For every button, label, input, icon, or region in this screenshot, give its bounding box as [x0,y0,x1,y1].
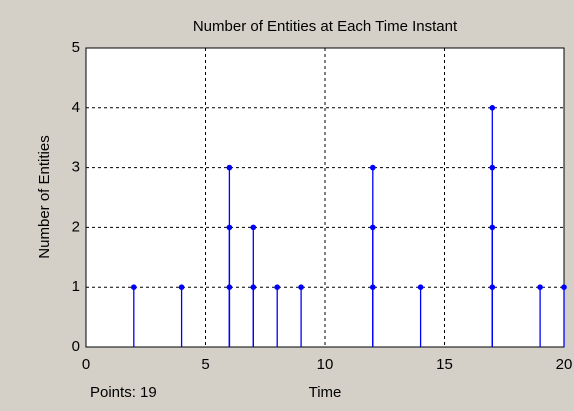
x-tick-label: 0 [82,356,90,373]
x-tick-label: 15 [436,356,453,373]
stem-marker [561,284,567,291]
stem-marker [370,164,376,171]
stem-marker [226,164,233,171]
x-tick-label: 10 [317,356,334,373]
x-axis-label: Time [309,384,342,401]
stem-marker [489,105,496,111]
stem-marker [417,284,424,291]
x-tick-label: 20 [556,356,573,373]
chart-title: Number of Entities at Each Time Instant [193,18,458,35]
stem-marker [274,284,281,291]
stem-marker [537,284,543,291]
y-tick-label: 0 [72,338,80,355]
stem-marker [298,284,304,291]
y-tick-label: 2 [72,218,80,235]
y-axis-label: Number of Entities [36,135,53,258]
y-tick-label: 4 [72,99,80,116]
y-tick-label: 1 [72,278,80,295]
points-annotation: Points: 19 [90,384,157,401]
x-tick-label: 5 [201,356,209,373]
stem-marker [131,284,137,291]
stem-marker [250,224,257,231]
y-tick-label: 5 [72,39,80,56]
y-tick-label: 3 [72,159,80,176]
stem-marker [178,284,185,291]
